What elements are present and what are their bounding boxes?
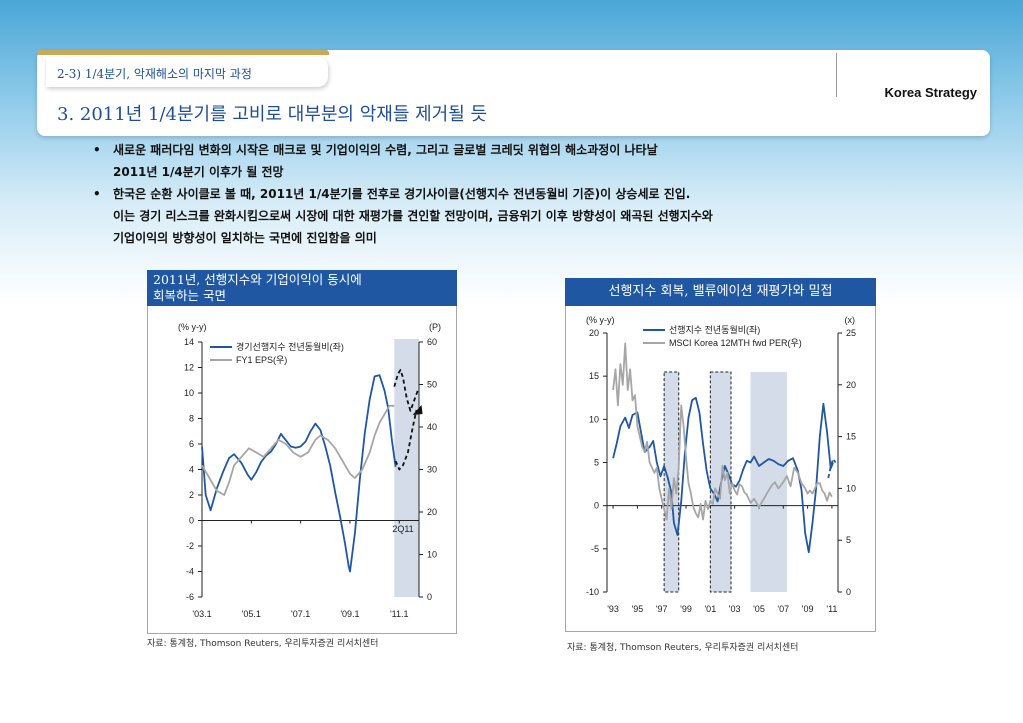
y2-tick-label: 20 [846,380,856,390]
bullet-item: • 한국은 순환 사이클로 볼 때, 2011년 1/4분기를 전후로 경기사이클… [93,183,713,205]
y2-tick-label: 30 [427,465,437,475]
legend-label: 선행지수 전년동월비(좌) [669,324,760,335]
y2-tick-label: 50 [427,380,437,390]
x-tick-label: '03 [729,604,741,614]
bullet-list: • 새로운 패러다임 변화의 시작은 매크로 및 기업이익의 수렴, 그리고 글로… [93,139,713,249]
y-tick-label: -4 [186,567,194,577]
x-tick-label: '09 [802,604,814,614]
annotation-label: 2Q11 [392,524,413,534]
shaded-region-dashed [663,371,680,593]
forecast-line [827,458,837,479]
y-tick-label: 0 [594,501,599,511]
y2-tick-label: 40 [427,422,437,432]
chart1-title: 2011년, 선행지수와 기업이익이 동시에 회복하는 국면 [147,270,457,306]
y-tick-label: -10 [586,587,599,597]
section-tab: 2-3) 1/4분기, 악재해소의 마지막 과정 [46,57,328,87]
x-tick-label: '05.1 [242,609,261,619]
bullet-text: 기업이익의 방향성이 일치하는 국면에 진입함을 의미 [113,231,377,245]
y2-tick-label: 20 [427,507,437,517]
legend-label: FY1 EPS(우) [236,355,287,365]
y2-tick-label: 0 [427,592,432,602]
y-tick-label: 4 [189,465,194,475]
x-tick-label: '07 [777,604,789,614]
series-line [201,404,395,496]
chart1-title-line: 2011년, 선행지수와 기업이익이 동시에 [153,272,362,287]
right-unit: (x) [845,315,856,325]
bullet-text: 이는 경기 리스크를 완화시킴으로써 시장에 대한 재평가를 견인할 전망이며,… [113,209,713,223]
chart2-plot: 20 15 10 5 0 -5 -10 25 20 15 10 5 0 '93 '95 '97 '99 '01 '0… [586,315,856,614]
y-tick-label: 2 [189,490,194,500]
legend-label: 경기선행지수 전년동월비(좌) [236,341,344,352]
bullet-dot: • [93,187,101,201]
bullet-text: 2011년 1/4분기 이후가 될 전망 [113,165,284,179]
chart2-title: 선행지수 회복, 밸류에이션 재평가와 밀접 [565,278,876,306]
chart1-plot: 14121086420-2-4-66050403020100'03.1'05.1… [178,322,441,619]
y-tick-label: 10 [184,388,194,398]
y-tick-label: 15 [589,371,599,381]
chart2-source: 자료: 통계청, Thomson Reuters, 우리투자증권 리서치센터 [567,643,799,653]
y-tick-label: 20 [589,328,599,338]
section-tab-label: 2-3) 1/4분기, 악재해소의 마지막 과정 [57,67,252,81]
forecast-line [393,369,419,412]
x-tick-label: '05 [753,604,765,614]
y2-tick-label: 0 [846,587,851,597]
y2-tick-label: 5 [846,535,851,545]
series-line [612,342,833,521]
y2-tick-label: 25 [846,328,856,338]
chart1-title-line: 회복하는 국면 [153,288,226,303]
x-tick-label: '01 [704,604,716,614]
y-tick-label: 14 [184,337,194,347]
legend-label: MSCI Korea 12MTH fwd PER(우) [669,338,802,348]
y-tick-label: 5 [594,458,599,468]
x-tick-label: '99 [680,604,692,614]
bullet-text: 새로운 패러다임 변화의 시작은 매크로 및 기업이익의 수렴, 그리고 글로벌… [113,143,658,157]
x-tick-label: '07.1 [291,609,310,619]
shaded-region [750,372,787,592]
x-tick-label: '09.1 [340,609,359,619]
page-title: 3. 2011년 1/4분기를 고비로 대부분의 악재들 제거될 듯 [57,104,488,125]
y2-tick-label: 60 [427,337,437,347]
x-tick-label: '11 [826,604,837,614]
chart1-source: 자료: 통계청, Thomson Reuters, 우리투자증권 리서치센터 [147,639,379,649]
y-tick-label: -6 [186,592,194,602]
left-unit: (% y-y) [586,315,615,325]
header-accent [37,50,329,55]
bullet-dot: • [93,143,101,157]
forecast-line [394,409,418,471]
x-tick-label: '03.1 [192,609,211,619]
chart2-title-text: 선행지수 회복, 밸류에이션 재평가와 밀접 [608,284,833,299]
x-tick-label: '95 [632,604,644,614]
forecast-arrowhead [412,405,423,415]
right-unit: (P) [429,322,441,332]
bullet-item: • 새로운 패러다임 변화의 시작은 매크로 및 기업이익의 수렴, 그리고 글로… [93,139,713,161]
y-tick-label: 12 [184,363,194,373]
y-tick-label: 6 [189,439,194,449]
left-unit: (% y-y) [178,322,207,332]
x-tick-label: '93 [607,604,619,614]
y2-tick-label: 15 [846,432,856,442]
brand-label: Korea Strategy [884,85,977,100]
x-tick-label: '97 [656,604,668,614]
y-tick-label: 10 [589,414,599,424]
y-tick-label: 8 [189,414,194,424]
y-tick-label: 0 [189,516,194,526]
y-tick-label: -2 [186,541,194,551]
x-tick-label: '11.1 [390,609,409,619]
bullet-text: 한국은 순환 사이클로 볼 때, 2011년 1/4분기를 전후로 경기사이클(… [113,187,691,201]
header-divider [836,53,837,97]
y2-tick-label: 10 [846,483,856,493]
y2-tick-label: 10 [427,550,437,560]
y-tick-label: -5 [591,544,599,554]
